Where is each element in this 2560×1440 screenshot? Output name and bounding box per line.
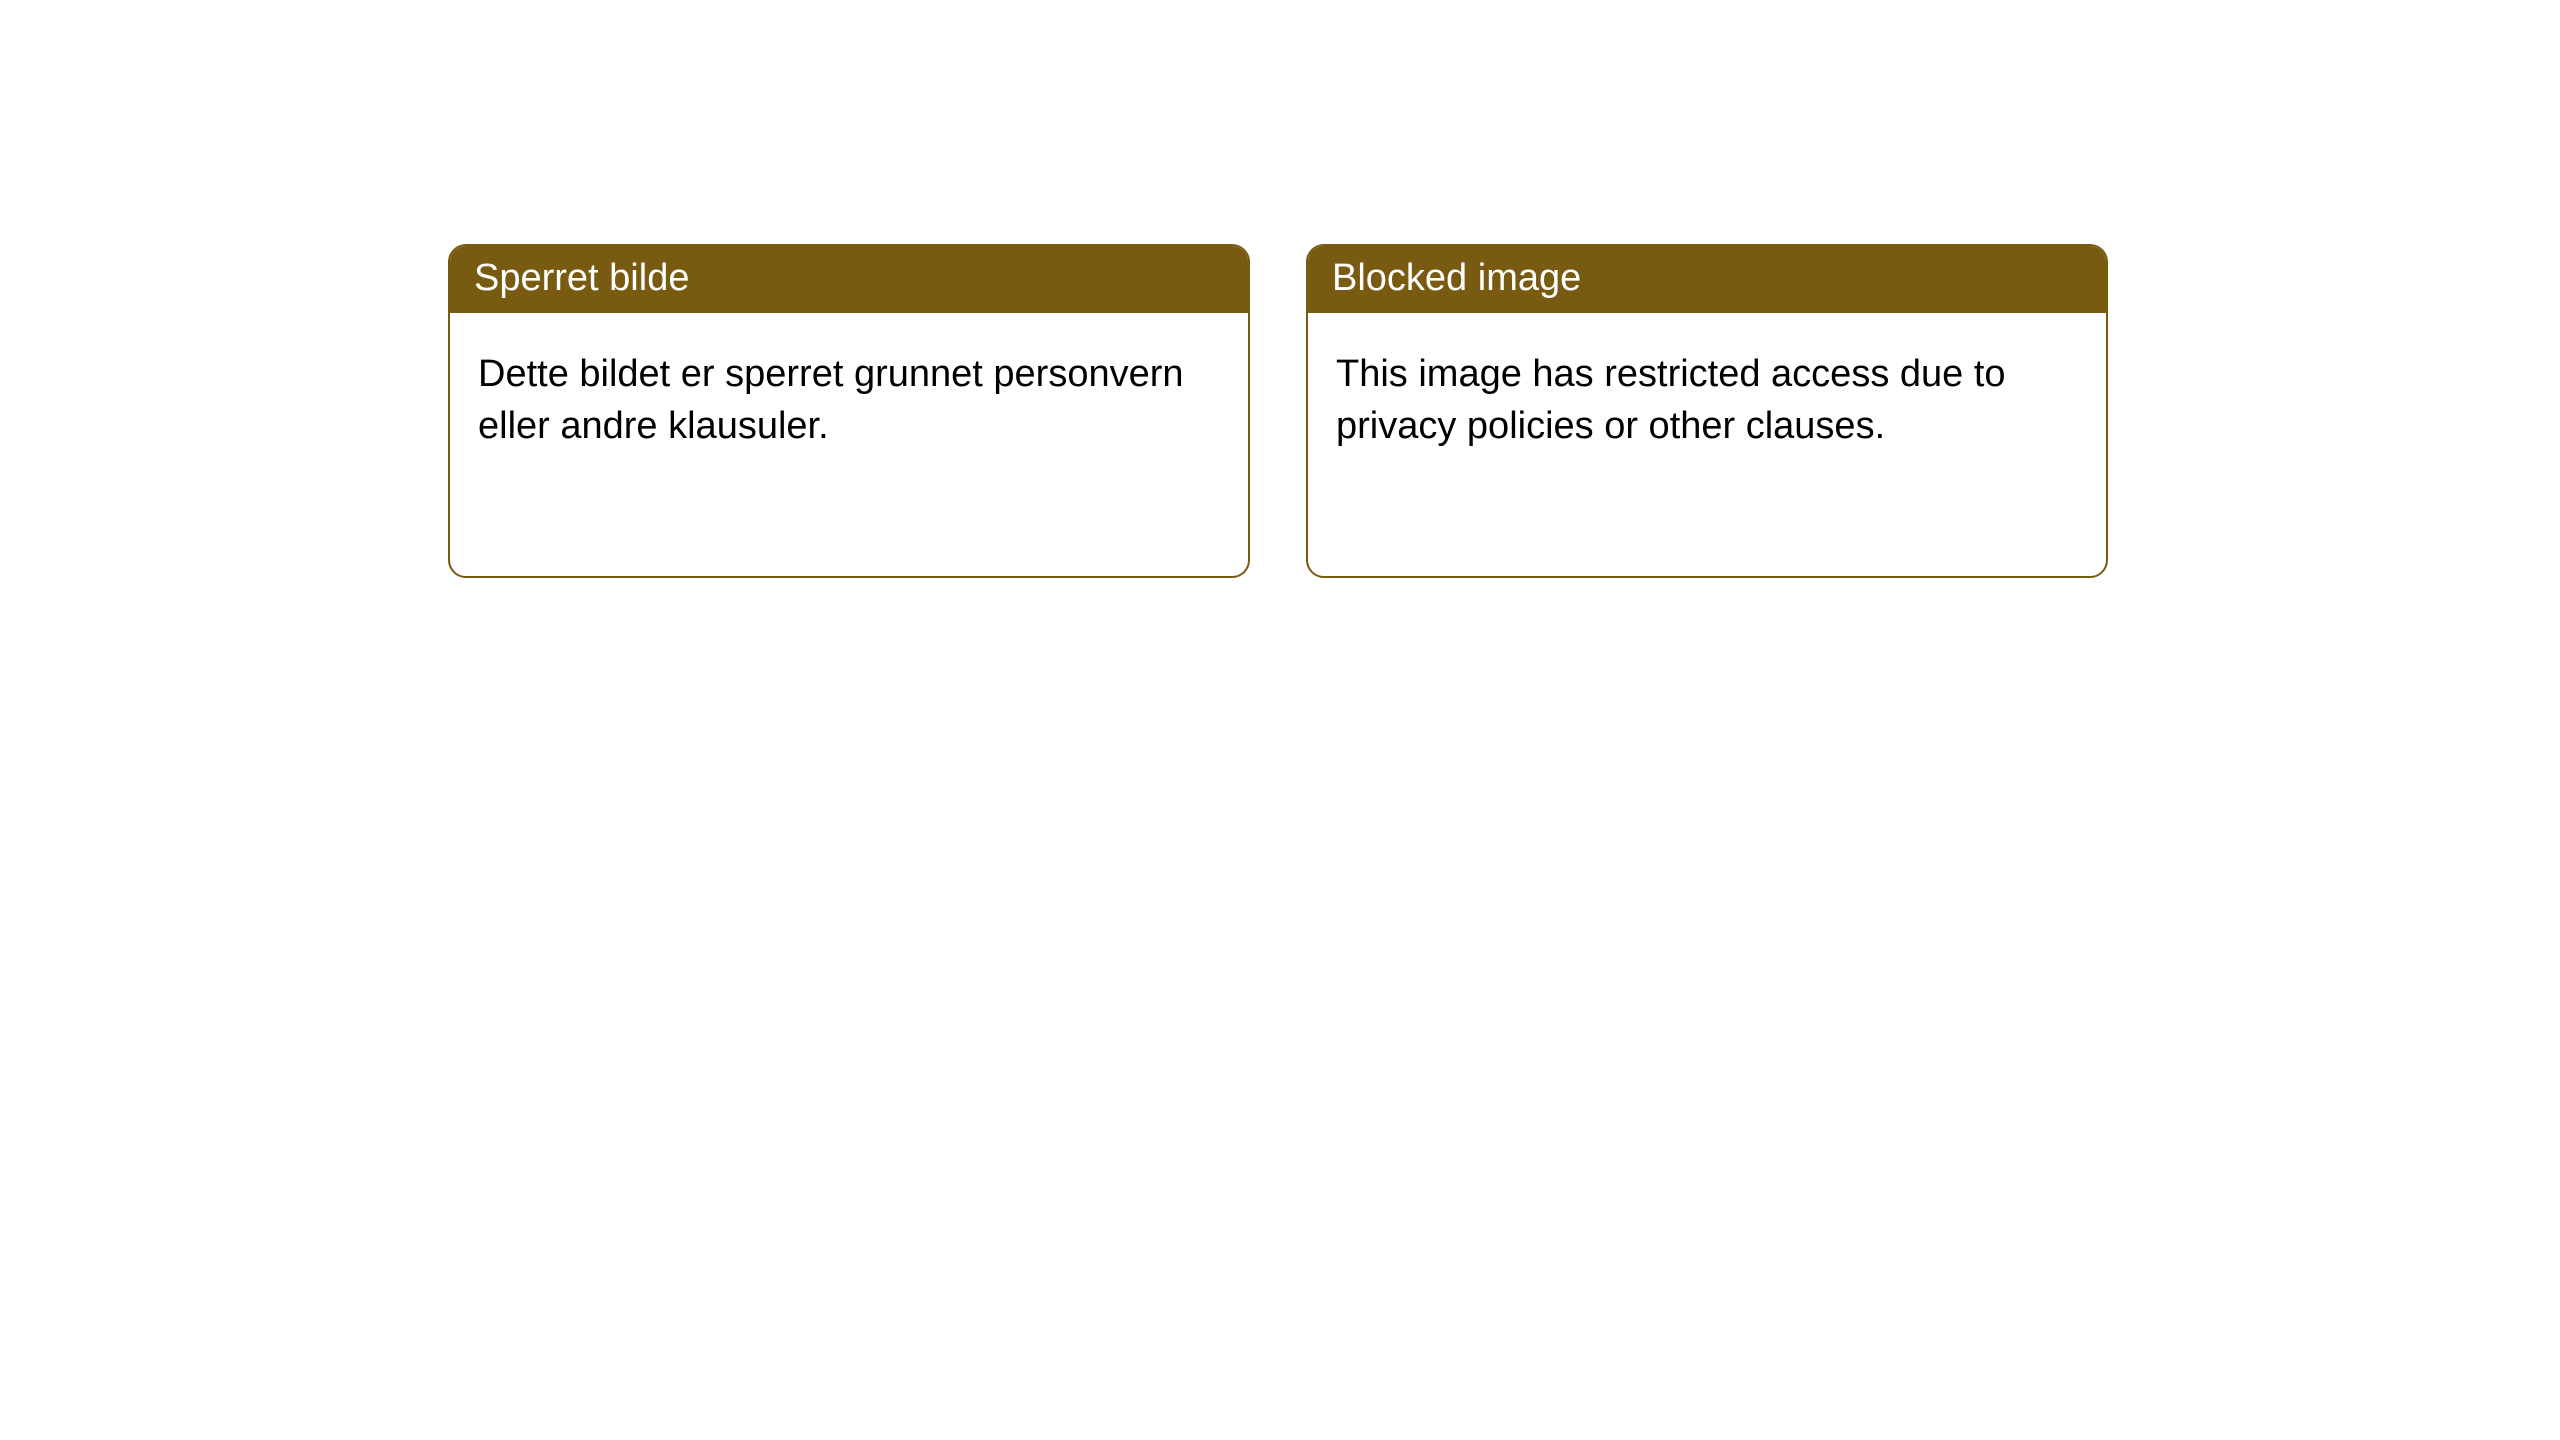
notice-title: Sperret bilde [450,246,1248,313]
notice-card-english: Blocked image This image has restricted … [1306,244,2108,578]
notice-body: Dette bildet er sperret grunnet personve… [450,313,1248,576]
notice-title: Blocked image [1308,246,2106,313]
notice-container: Sperret bilde Dette bildet er sperret gr… [0,0,2560,578]
notice-body: This image has restricted access due to … [1308,313,2106,576]
notice-card-norwegian: Sperret bilde Dette bildet er sperret gr… [448,244,1250,578]
